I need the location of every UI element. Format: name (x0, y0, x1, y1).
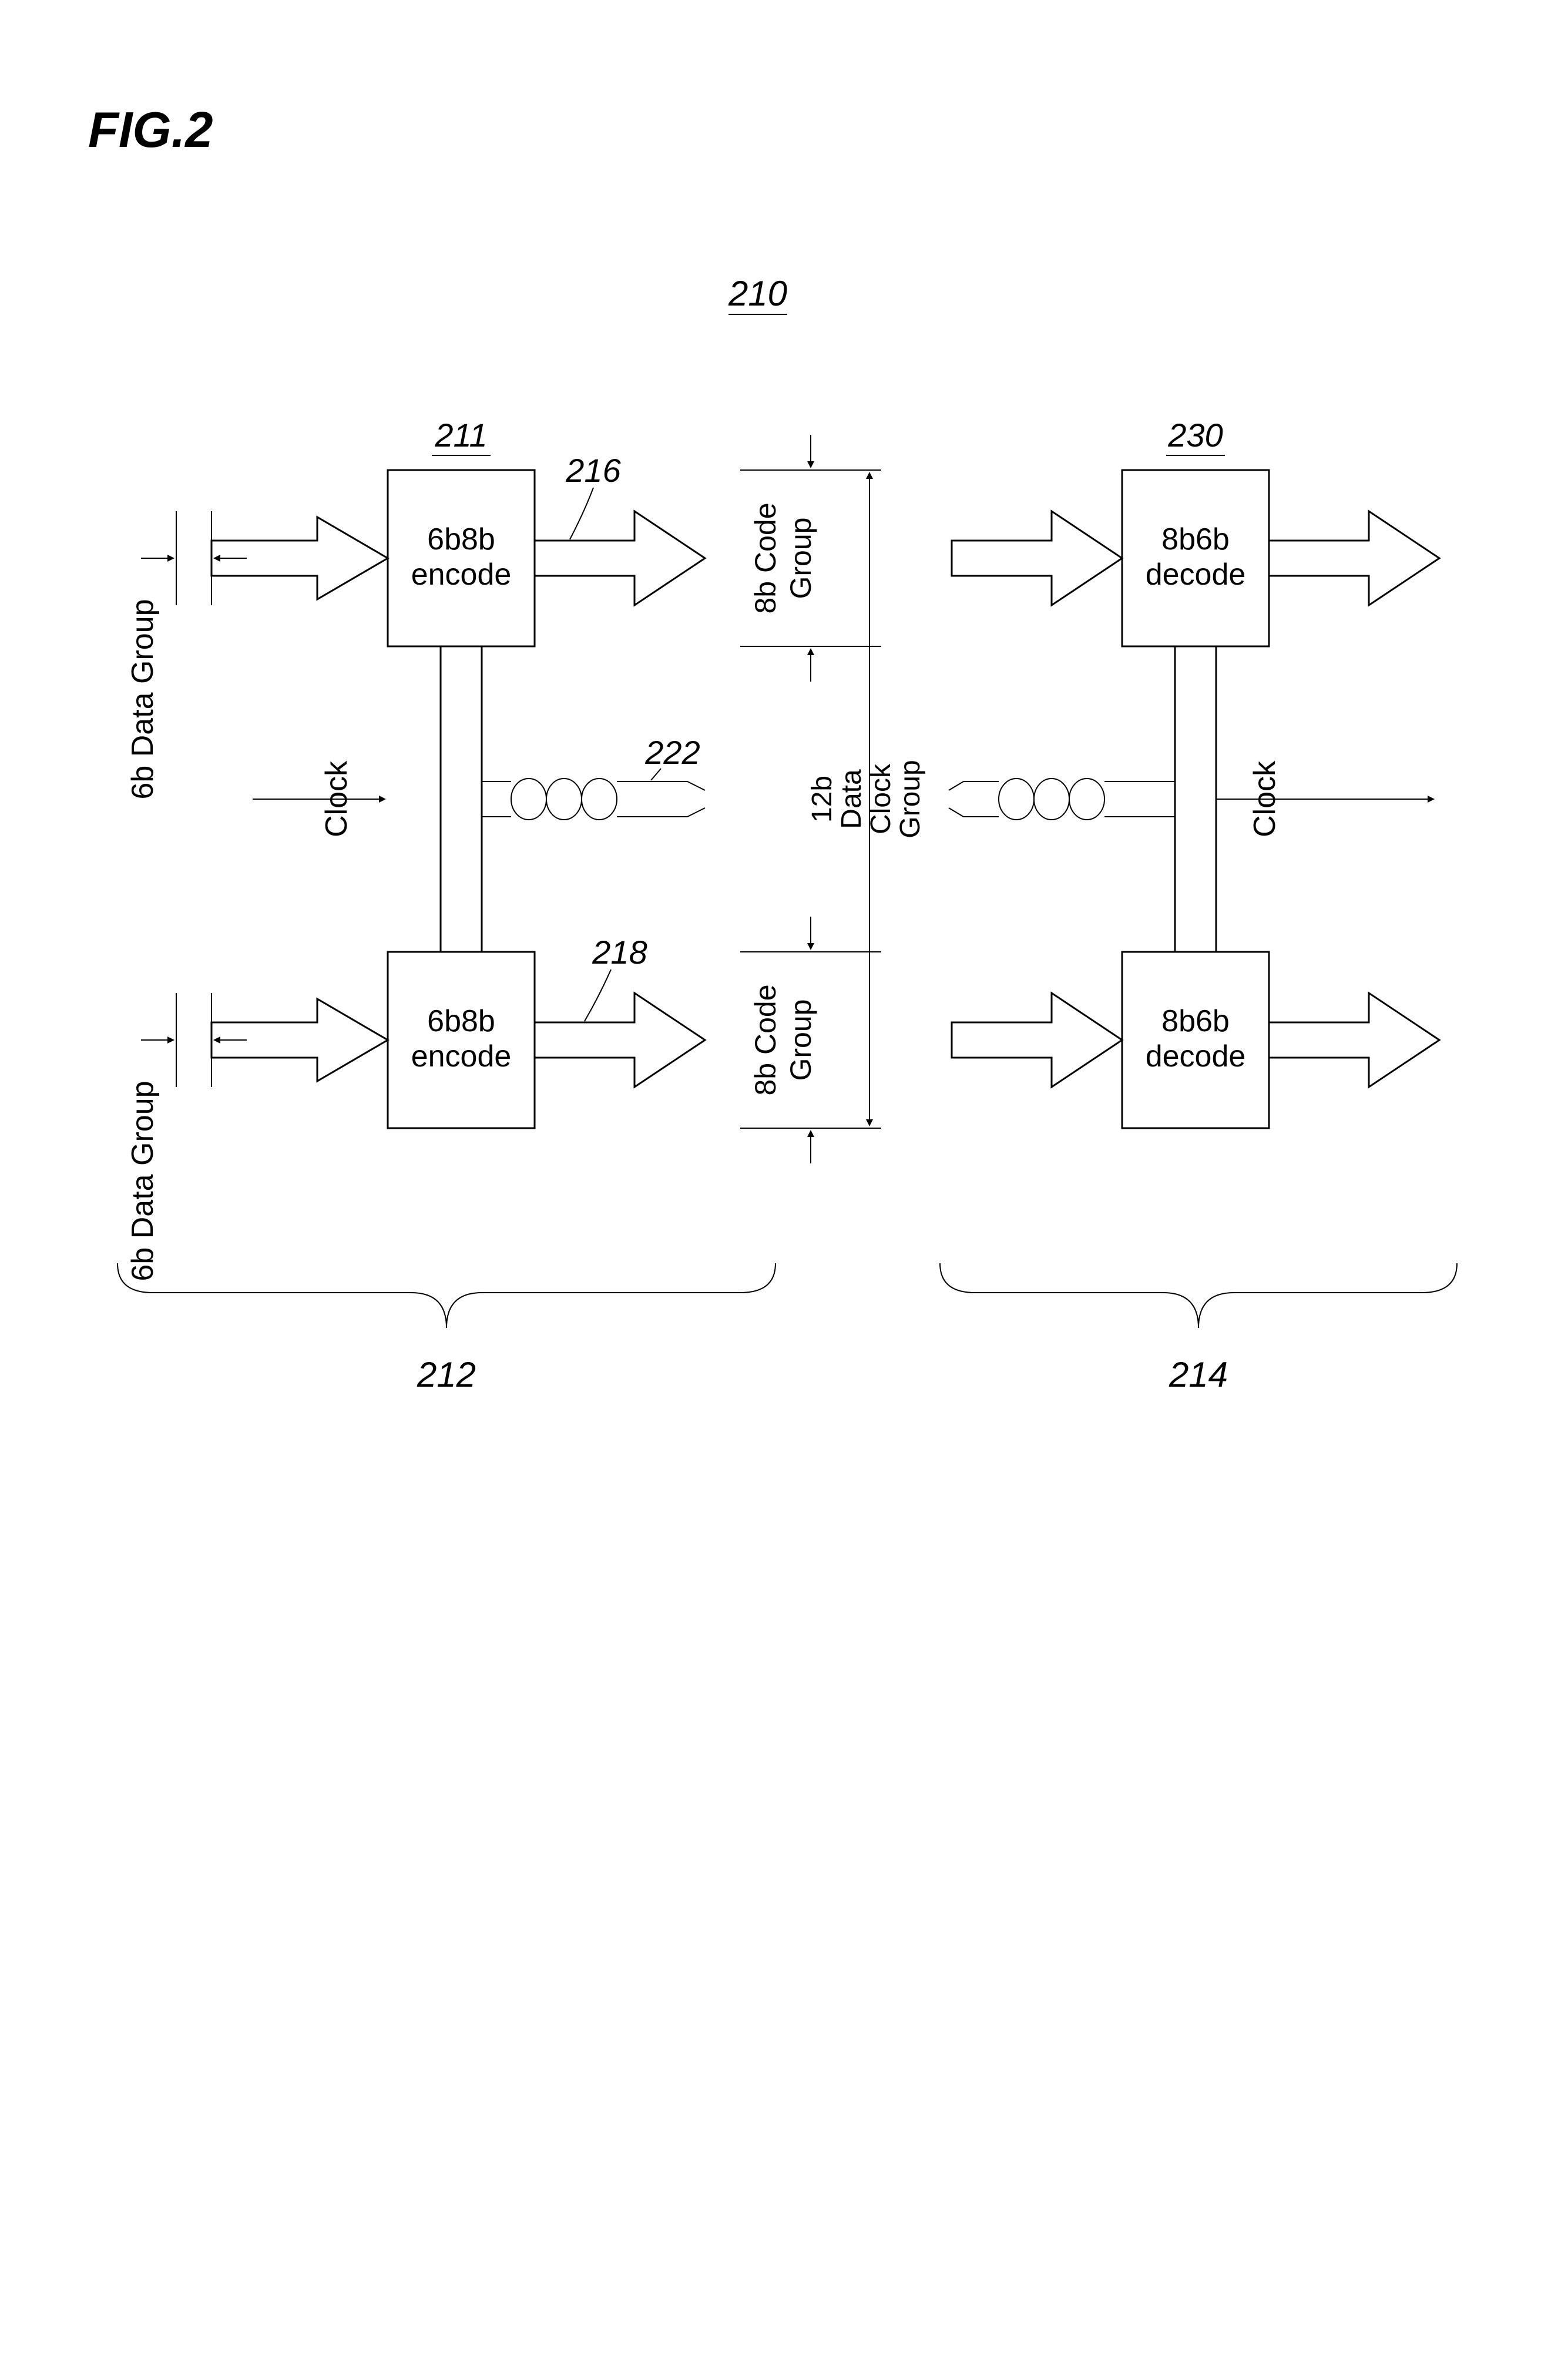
decoder-top-text-1: 8b6b (1161, 522, 1230, 556)
code-group-bot-1: 8b Code (749, 984, 782, 1095)
dec-out-arrow-bot (1269, 993, 1439, 1087)
code-group-bot-2: Group (784, 999, 817, 1081)
encoder-top-text-2: encode (411, 558, 512, 592)
ref-211: 211 (434, 417, 487, 454)
data-group-label-bot: 6b Data Group (126, 1081, 160, 1281)
decoder-top-group: 8b6b decode 230 (952, 417, 1439, 646)
ref-210: 210 (728, 274, 787, 313)
code-group-top-2: Group (784, 518, 817, 599)
encoder-bot-text-2: encode (411, 1039, 512, 1074)
dcg-4: Group (895, 760, 926, 838)
dec-in-arrow-bot (952, 993, 1122, 1087)
dec-in-arrow-top (952, 511, 1122, 605)
dcg-3: Clock (865, 763, 897, 834)
ref-212: 212 (417, 1355, 476, 1394)
encoder-top-text-1: 6b8b (427, 522, 495, 556)
clock-bus-dec: Clock (949, 646, 1433, 952)
dec-out-arrow-top (1269, 511, 1439, 605)
output-arrow-bot-enc (535, 993, 705, 1087)
dcg-2: Data (836, 769, 867, 829)
encoder-bot-text-1: 6b8b (427, 1004, 495, 1038)
code-group-top-1: 8b Code (749, 502, 782, 613)
ref-222: 222 (644, 734, 700, 771)
output-arrow-top-enc (535, 511, 705, 605)
clock-label-dec: Clock (1248, 760, 1282, 837)
decoder-bottom-group: 8b6b decode (952, 952, 1439, 1128)
decoder-bot-text-1: 8b6b (1161, 1004, 1230, 1038)
decoder-bot-text-2: decode (1146, 1039, 1246, 1074)
encoder-bottom-group: 6b Data Group 6b8b encode 218 (126, 934, 705, 1282)
code-group-labels: 8b Code Group 8b Code Group 12b Data Clo… (740, 435, 926, 1163)
figure-title: FIG.2 (88, 102, 213, 158)
encoder-top-group: 6b Data Group 6b8b encode 211 216 (126, 417, 705, 800)
data-group-label-top: 6b Data Group (126, 599, 160, 799)
decoder-top-text-2: decode (1146, 558, 1246, 592)
dcg-1: 12b (807, 776, 838, 823)
clock-bus-enc: Clock 222 (253, 646, 705, 952)
twisted-pair-enc (482, 779, 705, 820)
brace-214: 214 (940, 1263, 1457, 1394)
ref-216: 216 (565, 452, 621, 489)
ref-230: 230 (1167, 417, 1223, 454)
brace-212: 212 (117, 1263, 775, 1394)
ref-218: 218 (592, 934, 647, 971)
ref-214: 214 (1169, 1355, 1228, 1394)
